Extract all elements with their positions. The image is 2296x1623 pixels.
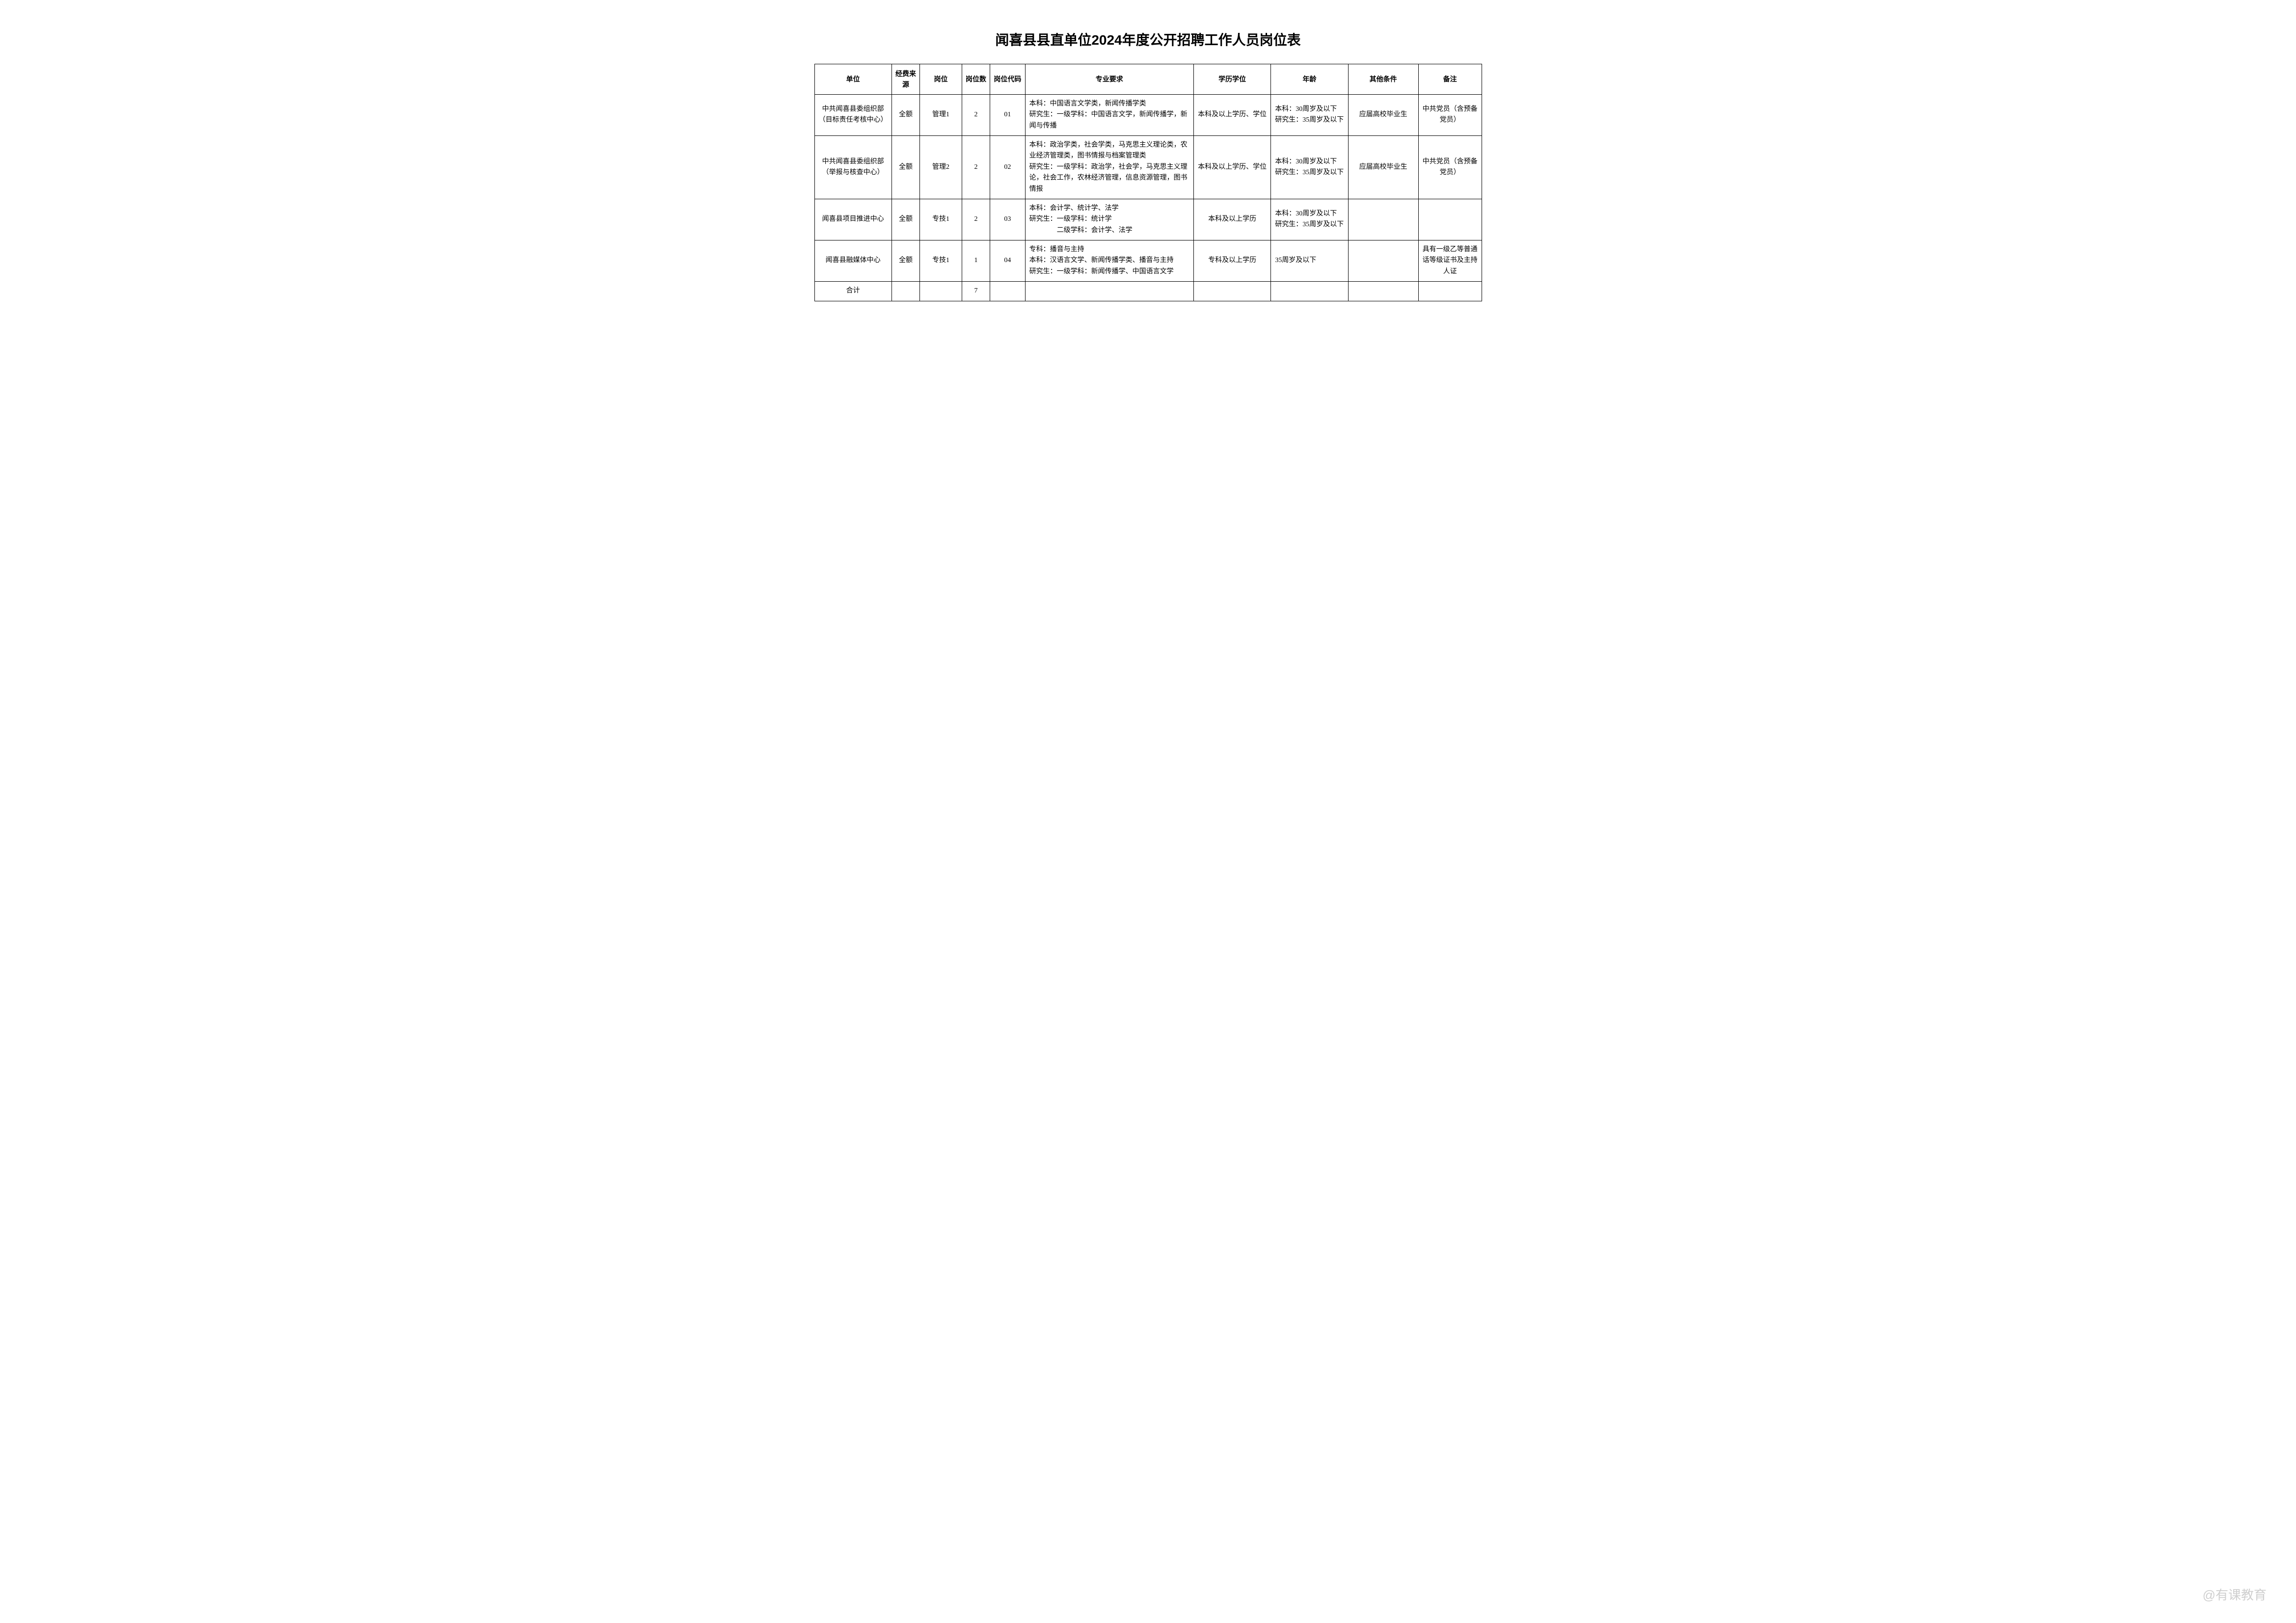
th-age: 年龄	[1271, 64, 1348, 95]
cell-fund: 全额	[891, 240, 919, 282]
table-body: 中共闻喜县委组织部（目标责任考核中心）全额管理1201本科：中国语言文学类，新闻…	[814, 94, 1482, 281]
cell-note: 具有一级乙等普通话等级证书及主持人证	[1418, 240, 1482, 282]
total-edu	[1193, 282, 1270, 301]
table-row: 闻喜县融媒体中心全额专技1104专科：播音与主持本科：汉语言文学、新闻传播学类、…	[814, 240, 1482, 282]
total-other	[1348, 282, 1418, 301]
cell-edu: 本科及以上学历、学位	[1193, 135, 1270, 199]
cell-fund: 全额	[891, 94, 919, 135]
total-major	[1025, 282, 1193, 301]
th-note: 备注	[1418, 64, 1482, 95]
total-fund	[891, 282, 919, 301]
cell-code: 02	[990, 135, 1026, 199]
cell-count: 1	[962, 240, 990, 282]
cell-major: 本科：政治学类，社会学类，马克思主义理论类，农业经济管理类，图书情报与档案管理类…	[1025, 135, 1193, 199]
cell-position: 管理1	[920, 94, 962, 135]
th-code: 岗位代码	[990, 64, 1026, 95]
cell-count: 2	[962, 199, 990, 240]
cell-note	[1418, 199, 1482, 240]
total-position	[920, 282, 962, 301]
th-position: 岗位	[920, 64, 962, 95]
th-major: 专业要求	[1025, 64, 1193, 95]
cell-age: 本科：30周岁及以下研究生：35周岁及以下	[1271, 94, 1348, 135]
total-age	[1271, 282, 1348, 301]
total-note	[1418, 282, 1482, 301]
th-count: 岗位数	[962, 64, 990, 95]
cell-note: 中共党员（含预备党员）	[1418, 94, 1482, 135]
watermark-text: @有课教育	[2203, 1585, 2267, 1603]
cell-code: 03	[990, 199, 1026, 240]
cell-count: 2	[962, 135, 990, 199]
table-header-row: 单位 经费来源 岗位 岗位数 岗位代码 专业要求 学历学位 年龄 其他条件 备注	[814, 64, 1482, 95]
cell-fund: 全额	[891, 199, 919, 240]
cell-position: 专技1	[920, 199, 962, 240]
cell-fund: 全额	[891, 135, 919, 199]
cell-edu: 本科及以上学历	[1193, 199, 1270, 240]
cell-edu: 本科及以上学历、学位	[1193, 94, 1270, 135]
cell-code: 01	[990, 94, 1026, 135]
cell-unit: 闻喜县融媒体中心	[814, 240, 891, 282]
table-row: 中共闻喜县委组织部（举报与核查中心）全额管理2202本科：政治学类，社会学类，马…	[814, 135, 1482, 199]
cell-age: 本科：30周岁及以下研究生：35周岁及以下	[1271, 199, 1348, 240]
th-fund: 经费来源	[891, 64, 919, 95]
cell-major: 本科：会计学、统计学、法学研究生：一级学科：统计学 二级学科：会计学、法学	[1025, 199, 1193, 240]
th-edu: 学历学位	[1193, 64, 1270, 95]
cell-note: 中共党员（含预备党员）	[1418, 135, 1482, 199]
cell-unit: 中共闻喜县委组织部（举报与核查中心）	[814, 135, 891, 199]
document-container: 闻喜县县直单位2024年度公开招聘工作人员岗位表 单位 经费来源 岗位 岗位数 …	[814, 29, 1482, 301]
cell-age: 35周岁及以下	[1271, 240, 1348, 282]
cell-edu: 专科及以上学历	[1193, 240, 1270, 282]
cell-major: 专科：播音与主持本科：汉语言文学、新闻传播学类、播音与主持研究生：一级学科：新闻…	[1025, 240, 1193, 282]
cell-other: 应届高校毕业生	[1348, 94, 1418, 135]
cell-other	[1348, 240, 1418, 282]
total-code	[990, 282, 1026, 301]
cell-unit: 闻喜县项目推进中心	[814, 199, 891, 240]
table-total-row: 合计 7	[814, 282, 1482, 301]
cell-position: 专技1	[920, 240, 962, 282]
cell-major: 本科：中国语言文学类，新闻传播学类研究生：一级学科：中国语言文学，新闻传播学，新…	[1025, 94, 1193, 135]
table-row: 中共闻喜县委组织部（目标责任考核中心）全额管理1201本科：中国语言文学类，新闻…	[814, 94, 1482, 135]
cell-count: 2	[962, 94, 990, 135]
table-row: 闻喜县项目推进中心全额专技1203本科：会计学、统计学、法学研究生：一级学科：统…	[814, 199, 1482, 240]
cell-age: 本科：30周岁及以下研究生：35周岁及以下	[1271, 135, 1348, 199]
total-count: 7	[962, 282, 990, 301]
cell-code: 04	[990, 240, 1026, 282]
cell-position: 管理2	[920, 135, 962, 199]
document-title: 闻喜县县直单位2024年度公开招聘工作人员岗位表	[814, 29, 1482, 49]
recruitment-table: 单位 经费来源 岗位 岗位数 岗位代码 专业要求 学历学位 年龄 其他条件 备注…	[814, 64, 1482, 301]
cell-other	[1348, 199, 1418, 240]
total-label: 合计	[814, 282, 891, 301]
cell-unit: 中共闻喜县委组织部（目标责任考核中心）	[814, 94, 891, 135]
th-other: 其他条件	[1348, 64, 1418, 95]
cell-other: 应届高校毕业生	[1348, 135, 1418, 199]
th-unit: 单位	[814, 64, 891, 95]
